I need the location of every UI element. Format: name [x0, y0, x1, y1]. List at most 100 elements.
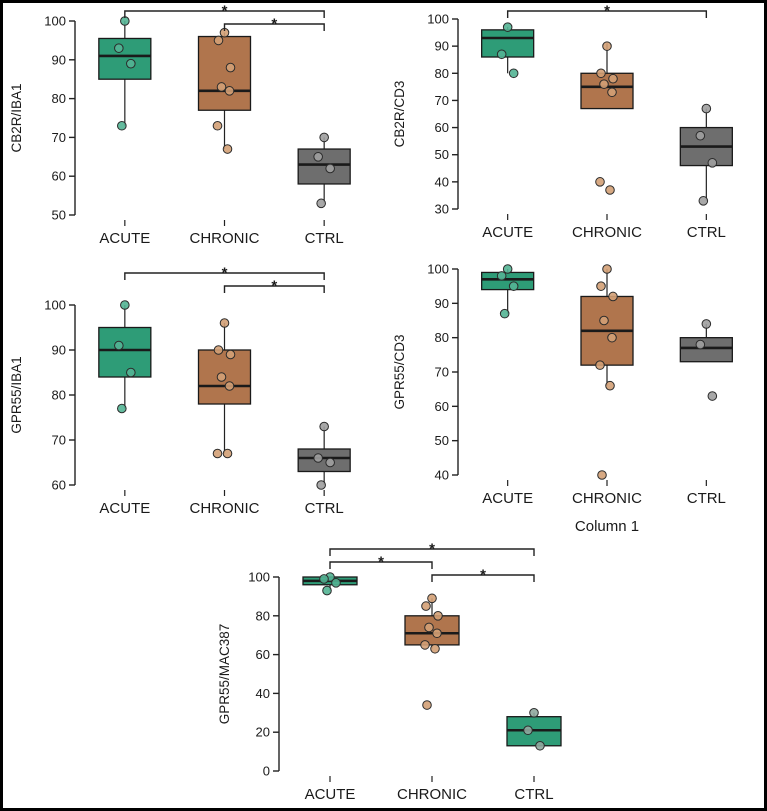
data-point [430, 643, 440, 654]
y-tick-label: 100 [44, 14, 66, 29]
box [98, 326, 152, 378]
category-label: CTRL [687, 490, 726, 507]
data-point [316, 480, 326, 490]
category-label: CTRL [687, 224, 726, 241]
data-point [502, 264, 513, 274]
data-point [695, 130, 706, 141]
data-point [120, 300, 130, 310]
data-point [322, 585, 332, 596]
box [580, 72, 634, 110]
y-tick-label: 60 [52, 478, 66, 493]
data-point [599, 315, 609, 326]
significance-bracket [329, 548, 535, 556]
y-tick-label: 100 [427, 262, 449, 277]
data-point [212, 120, 223, 131]
box [197, 349, 252, 405]
significance-bracket [329, 561, 433, 569]
y-tick-label: 80 [435, 330, 449, 345]
panel-gpr55-cd3: 40 50 60 70 80 90 100 ACUTE CHRONIC CTRL GPR55/CD3… [388, 253, 764, 541]
panel-gpr55-mac387: 0 20 40 60 80 100 ACUTE CHRONIC CTRL * * * GPR55/MAC… [213, 541, 613, 808]
data-point [325, 457, 335, 468]
y-tick-label: 70 [52, 130, 66, 145]
category-label: ACUTE [482, 490, 533, 507]
data-point [126, 367, 136, 378]
significance-bracket [124, 272, 325, 280]
category-label: ACUTE [482, 224, 533, 241]
box [481, 29, 535, 58]
significance-star: * [222, 265, 228, 282]
y-tick-label: 100 [248, 570, 270, 585]
data-point [325, 163, 335, 174]
data-point [117, 120, 127, 131]
data-point [420, 640, 430, 650]
box [297, 148, 351, 185]
y-tick-label: 90 [52, 52, 66, 67]
y-tick-label: 20 [256, 725, 270, 740]
significance-star: * [480, 567, 486, 584]
boxplot-cb2r-cd3: 30 40 50 60 70 80 90 100 ACUTE CHRONIC CTRL * CB2R/C… [392, 3, 733, 241]
data-point [707, 391, 718, 401]
data-point [114, 340, 124, 351]
data-point [319, 574, 329, 584]
data-point [316, 198, 326, 209]
data-point [224, 86, 235, 96]
data-point [605, 185, 615, 195]
box [679, 337, 733, 363]
category-label: ACUTE [99, 230, 150, 247]
panel-cb2r-cd3: 30 40 50 60 70 80 90 100 ACUTE CHRONIC CTRL * CB2R/C… [388, 3, 764, 253]
data-point [427, 593, 437, 604]
y-tick-label: 30 [435, 202, 449, 217]
y-tick-label: 40 [256, 686, 270, 701]
box [197, 35, 252, 111]
y-tick-label: 80 [52, 388, 66, 403]
data-point [523, 725, 533, 736]
category-label: CHRONIC [572, 490, 642, 507]
data-point [707, 158, 718, 168]
data-point [602, 41, 612, 51]
y-tick-label: 90 [52, 343, 66, 358]
y-tick-label: 60 [435, 120, 449, 135]
y-tick-label: 70 [52, 433, 66, 448]
significance-bracket [223, 285, 325, 293]
data-point [508, 281, 519, 291]
category-label: CTRL [305, 230, 344, 247]
data-point [595, 360, 605, 370]
y-axis-title: GPR55/IBA1 [9, 356, 24, 433]
data-point [607, 87, 617, 98]
y-tick-label: 80 [52, 91, 66, 106]
data-point [595, 177, 605, 187]
data-point [698, 196, 709, 206]
category-label: ACUTE [305, 786, 356, 803]
y-axis-title: GPR55/MAC387 [217, 624, 232, 725]
data-point [605, 380, 615, 391]
box [297, 448, 351, 473]
category-label: CHRONIC [190, 230, 260, 247]
data-point [313, 453, 323, 463]
data-point [508, 68, 519, 79]
boxplot-gpr55-mac387: 0 20 40 60 80 100 ACUTE CHRONIC CTRL * * * GPR55/MAC… [217, 541, 562, 803]
y-axis-title: CB2R/IBA1 [9, 83, 24, 152]
y-tick-label: 60 [435, 399, 449, 414]
data-point [213, 345, 224, 355]
y-tick-label: 50 [52, 208, 66, 223]
data-point [216, 82, 227, 92]
data-point [422, 700, 432, 710]
data-point [502, 22, 513, 32]
panel-cb2r-iba1: 50 60 70 80 90 100 ACUTE CHRONIC CTRL * * CB2R/IBA1 [5, 3, 388, 261]
data-point [222, 144, 233, 154]
y-tick-label: 70 [435, 365, 449, 380]
significance-bracket [431, 574, 535, 582]
y-tick-label: 60 [256, 647, 270, 662]
data-point [331, 578, 341, 588]
significance-bracket [506, 10, 708, 18]
data-point [597, 470, 607, 480]
data-point [224, 381, 235, 391]
data-point [225, 62, 236, 73]
data-point [602, 264, 612, 274]
significance-star: * [429, 541, 435, 558]
data-point [424, 622, 434, 633]
x-axis-title: Column 1 [575, 518, 639, 535]
y-tick-label: 100 [427, 12, 449, 27]
significance-star: * [271, 16, 277, 33]
